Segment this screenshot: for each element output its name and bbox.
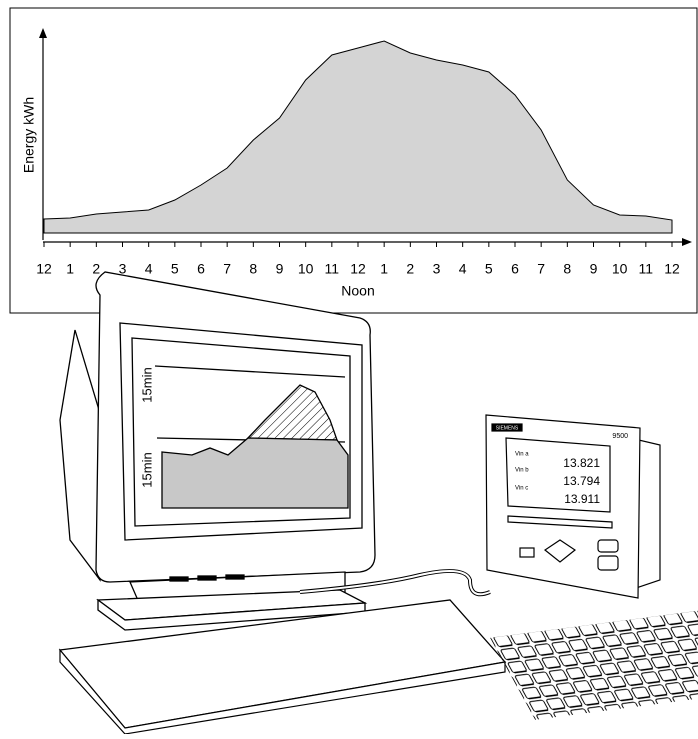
- monitor-label: 15min: [139, 452, 154, 487]
- button: [598, 556, 618, 570]
- row-label: Vin a: [515, 452, 529, 458]
- x-tick-label: 2: [406, 261, 414, 277]
- x-tick-label: 12: [664, 261, 680, 277]
- page: Energy kWh Noon 121234567891011121234567…: [0, 0, 698, 734]
- vent: [226, 575, 244, 579]
- row-label: Vin c: [515, 486, 528, 492]
- x-tick-label: 10: [298, 261, 314, 277]
- vent: [170, 577, 188, 581]
- x-tick-label: 5: [171, 261, 179, 277]
- keys-group: [490, 592, 698, 720]
- row-value: 13.911: [564, 492, 600, 506]
- x-tick-label: 9: [276, 261, 284, 277]
- x-tick-label: 6: [197, 261, 205, 277]
- x-tick-label: 11: [639, 261, 654, 277]
- monitor-label: 15min: [139, 367, 154, 402]
- monitor: 15min 15min: [60, 272, 375, 630]
- x-tick-label: 8: [249, 261, 257, 277]
- x-tick-label: 12: [36, 261, 52, 277]
- button: [598, 540, 618, 552]
- meter-brand: SIEMENS: [496, 425, 519, 431]
- meter: SIEMENS 9500 Vin a 13.821 Vin b 13.794 V…: [486, 415, 660, 598]
- x-tick-label: 7: [537, 261, 545, 277]
- row-value: 13.794: [563, 474, 600, 488]
- y-axis-label: Energy kWh: [21, 97, 37, 173]
- keys: [490, 592, 698, 720]
- x-tick-label: 2: [92, 261, 100, 277]
- x-tick-label: 10: [612, 261, 628, 277]
- row-label: Vin b: [515, 468, 529, 474]
- x-tick-label: 8: [563, 261, 571, 277]
- x-tick-label: 3: [433, 261, 441, 277]
- x-tick-label: 6: [511, 261, 519, 277]
- button: [520, 548, 534, 557]
- x-tick-label: 1: [66, 261, 74, 277]
- vent: [198, 576, 216, 580]
- x-tick-label: 9: [590, 261, 598, 277]
- row-value: 13.821: [563, 456, 600, 470]
- x-tick-label: 5: [485, 261, 493, 277]
- x-tick-label: 7: [223, 261, 231, 277]
- x-tick-label: 4: [459, 261, 467, 277]
- x-tick-label: 12: [350, 261, 366, 277]
- x-tick-label: 11: [325, 261, 340, 277]
- x-tick-label: 1: [380, 261, 388, 277]
- noon-label: Noon: [341, 283, 374, 299]
- x-tick-label: 4: [145, 261, 153, 277]
- meter-model: 9500: [612, 433, 628, 440]
